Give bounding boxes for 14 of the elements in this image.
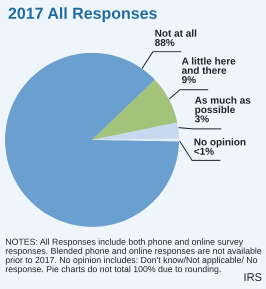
data-label: 9%	[182, 76, 196, 84]
slice-label: As much as possible	[194, 96, 250, 116]
data-label: <1%	[194, 148, 214, 155]
pie-slice	[92, 122, 180, 140]
data-label: 3%	[194, 115, 209, 122]
slice-label: No opinion	[194, 138, 246, 148]
data-label: 88%	[154, 38, 174, 46]
text: NOTES: All Responses include both phone and online survey responses. Blended phone and online responses are not available prior to 2017. No opinion includes: Don't know/Not applicable/ No response. Pie charts do not total 100% due to rounding.	[6, 238, 262, 274]
text: IRS	[244, 273, 262, 282]
pie-slice	[92, 80, 178, 140]
slice-label: Not at all	[155, 29, 196, 37]
chart-title: 2017 All Responses	[8, 7, 157, 22]
pie-slice	[5, 52, 180, 227]
slice-label: A little here and there	[182, 57, 236, 74]
